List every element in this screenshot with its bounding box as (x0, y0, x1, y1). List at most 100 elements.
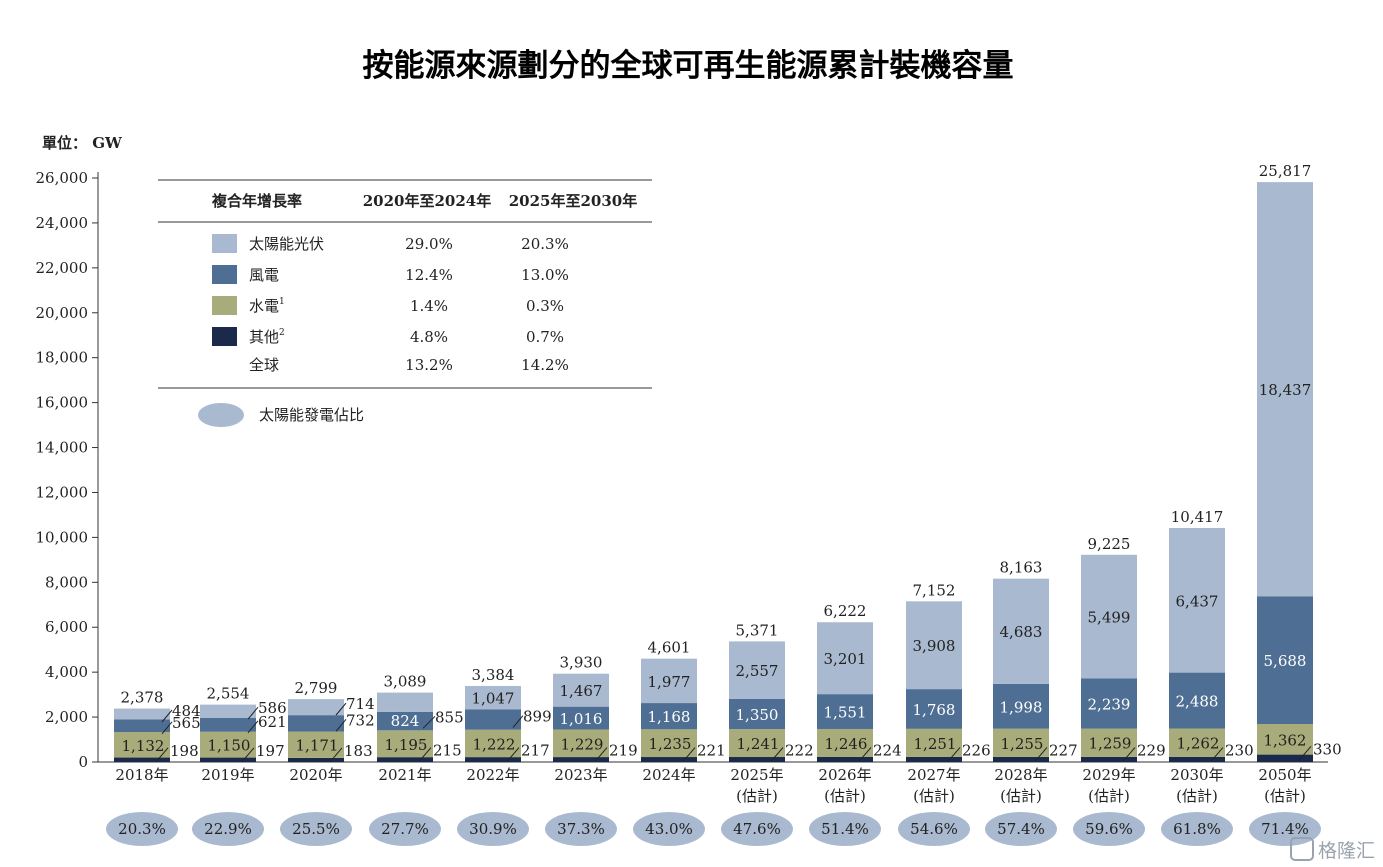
segment-label-wind: 5,688 (1264, 652, 1307, 670)
bar-segment (1169, 672, 1225, 729)
y-tick-label: 22,000 (36, 259, 89, 277)
segment-label-solar: 714 (346, 695, 375, 713)
solar-share-label: 71.4% (1261, 820, 1309, 838)
legend-row: 水電1 1.4% 0.3% (212, 296, 564, 315)
segment-label-hydro: 1,235 (649, 735, 692, 753)
solar-share-label: 59.6% (1085, 820, 1133, 838)
x-tick-label: (估計) (1176, 787, 1218, 805)
solar-share-ellipse (545, 812, 617, 846)
bar-segment (1257, 182, 1313, 597)
leader-line (506, 747, 520, 762)
bar-group: 3,930 219 1,229 1,016 1,467 2023年 (553, 654, 638, 784)
bar-group: 5,371 222 1,241 1,350 2,557 2025年 (估計) (729, 621, 814, 805)
x-tick-label: 2018年 (115, 766, 168, 784)
segment-label-solar: 2,557 (736, 662, 779, 680)
total-label: 5,371 (736, 621, 779, 639)
bar-segment (200, 757, 256, 762)
bar-segment (993, 756, 1049, 762)
bar-segment (729, 698, 785, 730)
bar-segment (641, 757, 697, 762)
bar-group: 7,152 226 1,251 1,768 3,908 2027年 (估計) (906, 581, 991, 805)
bar-segment (993, 728, 1049, 757)
segment-label-solar: 4,683 (1000, 623, 1043, 641)
leader-line (1298, 745, 1312, 761)
leader-line (155, 747, 169, 763)
bar-segment (906, 601, 962, 690)
total-label: 3,089 (384, 673, 427, 691)
bar-segment (465, 729, 521, 758)
total-label: 4,601 (648, 639, 691, 657)
segment-label-hydro: 1,195 (385, 736, 428, 754)
bar-group: 4,601 221 1,235 1,168 1,977 2024年 (641, 639, 726, 784)
bar-segment (906, 728, 962, 757)
solar-share-label: 47.6% (733, 820, 781, 838)
bar-segment (288, 731, 344, 758)
bar-segment (729, 641, 785, 699)
y-tick-label: 6,000 (45, 618, 88, 636)
leader-line (335, 719, 347, 732)
y-tick-label: 18,000 (36, 349, 89, 367)
bar-segment (817, 728, 873, 757)
solar-share-ellipse (192, 812, 264, 846)
segment-label-solar: 484 (172, 702, 201, 720)
segment-label-solar: 5,499 (1088, 609, 1131, 627)
solar-share-label: 30.9% (469, 820, 517, 838)
solar-share-label: 20.3% (118, 820, 166, 838)
bar-segment (200, 717, 256, 732)
chart-title: 按能源來源劃分的全球可再生能源累計裝機容量 (363, 48, 1014, 84)
bar-segment (288, 699, 344, 716)
bar-segment (200, 704, 256, 718)
y-tick-label: 16,000 (36, 394, 89, 412)
bar-group: 9,225 229 1,259 2,239 5,499 2029年 (估計) (1081, 535, 1166, 805)
bar-segment (817, 756, 873, 762)
leader-line (241, 747, 255, 763)
y-axis: 0 2,000 4,000 6,000 8,000 10,000 12,000 14,000 1… (36, 169, 1328, 771)
segment-label-hydro: 1,150 (208, 737, 251, 755)
bar-segment (729, 757, 785, 762)
legend-cagr1: 13.2% (405, 356, 453, 374)
total-label: 25,817 (1259, 162, 1312, 180)
segment-label-wind: 1,168 (648, 708, 691, 726)
watermark-logo-icon (1290, 837, 1314, 861)
segment-label-other: 222 (785, 742, 814, 760)
segment-label-wind: 1,998 (1000, 698, 1043, 716)
segment-label-hydro: 1,262 (1177, 735, 1220, 753)
leader-line (247, 720, 259, 734)
legend-header-name: 複合年增長率 (211, 192, 302, 210)
bar-segment (114, 757, 170, 762)
legend-name: 其他2 (249, 328, 285, 346)
solar-share-ellipse (280, 812, 352, 846)
bar-segment (465, 709, 521, 730)
segment-label-wind: 565 (172, 714, 201, 732)
legend-cagr2: 0.3% (526, 297, 564, 315)
total-label: 2,378 (121, 689, 164, 707)
segment-label-hydro: 1,259 (1089, 735, 1132, 753)
bar-segment (377, 757, 433, 762)
leader-line (1122, 747, 1136, 762)
leader-line (594, 747, 608, 762)
total-label: 7,152 (913, 581, 956, 599)
solar-share-ellipse (1161, 812, 1233, 846)
segment-label-wind: 621 (258, 713, 287, 731)
x-tick-label: 2050年 (1258, 766, 1311, 784)
total-label: 8,163 (1000, 559, 1043, 577)
leader-line (947, 747, 961, 762)
legend-name: 風電 (249, 266, 279, 284)
bar-segment (553, 673, 609, 707)
bar-segment (200, 731, 256, 758)
segment-label-other: 219 (609, 742, 638, 760)
bar-segment (641, 658, 697, 704)
bar-segment (1081, 554, 1137, 679)
x-tick-label: 2022年 (466, 766, 519, 784)
solar-share-ellipse (369, 812, 441, 846)
segment-label-solar: 1,047 (472, 690, 515, 708)
segment-label-solar: 6,437 (1176, 592, 1219, 610)
solar-share-label: 27.7% (381, 820, 429, 838)
leader-line (335, 702, 347, 716)
segment-label-solar: 855 (435, 708, 464, 726)
solar-share-ellipse (457, 812, 529, 846)
leader-line (161, 721, 173, 735)
bar-segment (377, 692, 433, 712)
